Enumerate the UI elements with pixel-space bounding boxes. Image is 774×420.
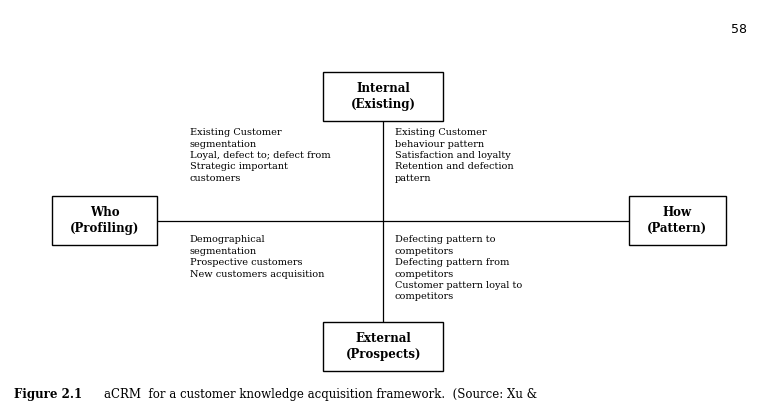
Text: Existing Customer
behaviour pattern
Satisfaction and loyalty
Retention and defec: Existing Customer behaviour pattern Sati… xyxy=(395,128,513,183)
Text: Figure 2.1: Figure 2.1 xyxy=(14,388,82,401)
Text: Internal
(Existing): Internal (Existing) xyxy=(351,82,416,111)
Text: External
(Prospects): External (Prospects) xyxy=(345,332,421,361)
Text: aCRM  for a customer knowledge acquisition framework.  (Source: Xu &: aCRM for a customer knowledge acquisitio… xyxy=(104,388,538,401)
Text: 58: 58 xyxy=(731,23,747,36)
Text: Demographical
segmentation
Prospective customers
New customers acquisition: Demographical segmentation Prospective c… xyxy=(190,235,324,278)
Text: Who
(Profiling): Who (Profiling) xyxy=(70,206,139,235)
FancyBboxPatch shape xyxy=(324,323,443,371)
FancyBboxPatch shape xyxy=(324,72,443,121)
FancyBboxPatch shape xyxy=(53,197,156,244)
Text: Existing Customer
segmentation
Loyal, defect to; defect from
Strategic important: Existing Customer segmentation Loyal, de… xyxy=(190,128,330,183)
Text: How
(Pattern): How (Pattern) xyxy=(647,206,707,235)
Text: Defecting pattern to
competitors
Defecting pattern from
competitors
Customer pat: Defecting pattern to competitors Defecti… xyxy=(395,235,522,302)
FancyBboxPatch shape xyxy=(628,197,726,244)
